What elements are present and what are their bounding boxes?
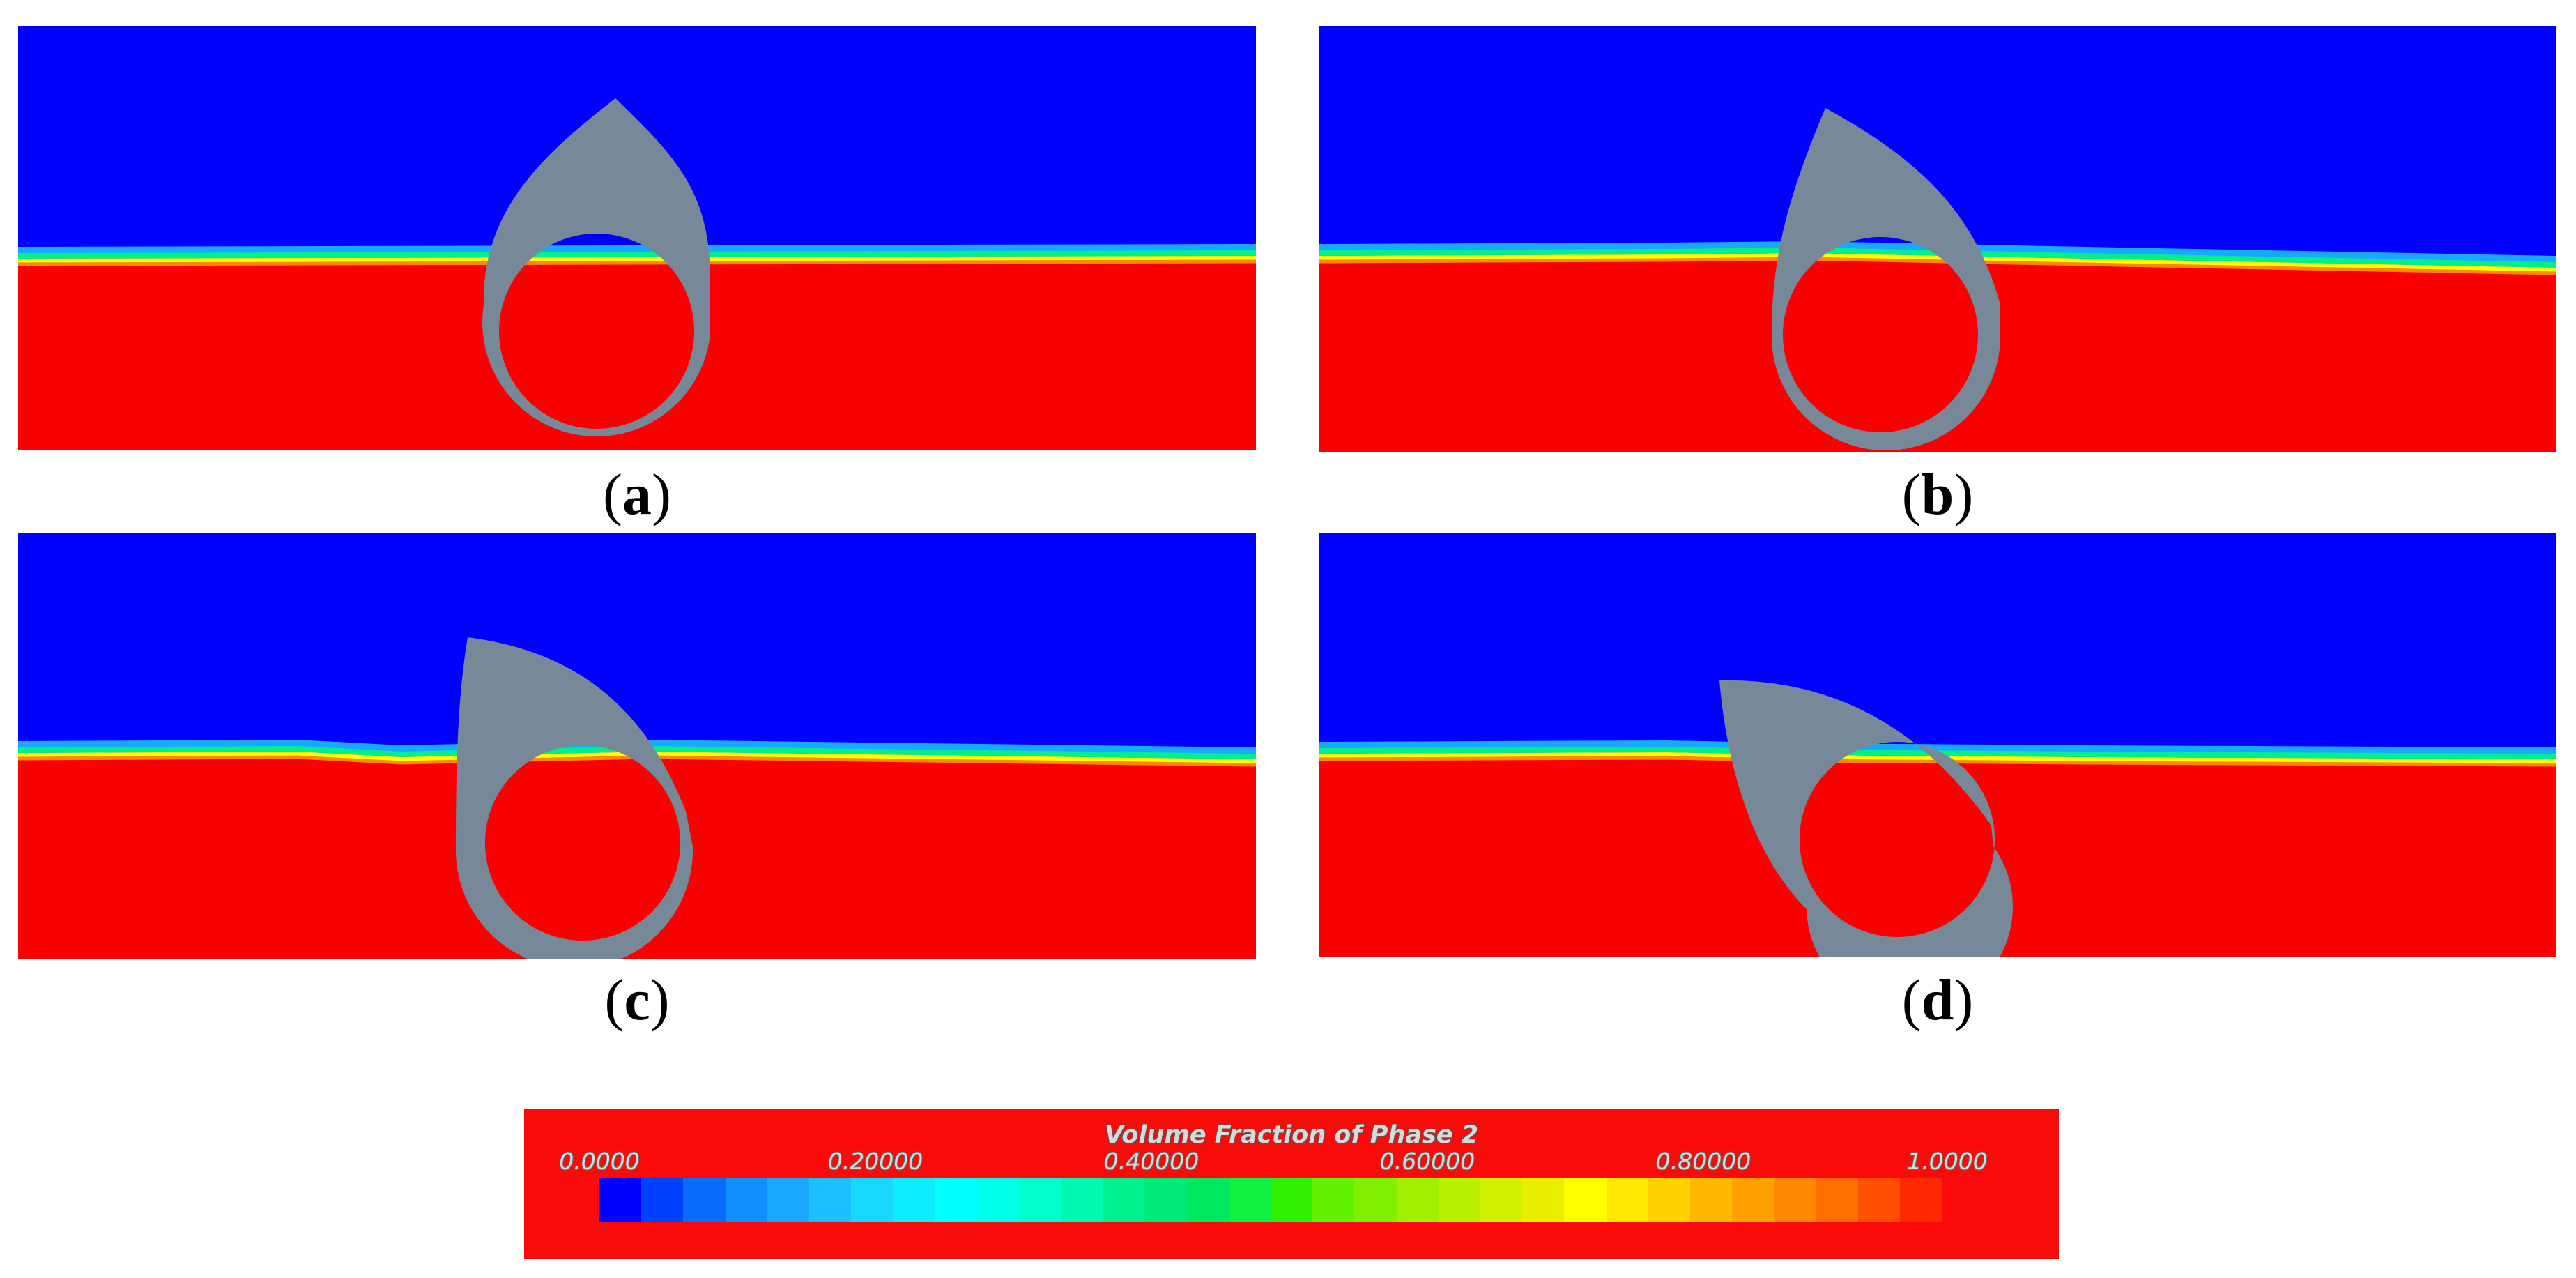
teardrop-body-d [1719, 680, 2013, 957]
caption-b: (b) [1901, 462, 1974, 527]
colorbar-swatch [1732, 1178, 1774, 1222]
legend-tick: 0.60000 [1379, 1148, 1475, 1175]
phase-2-region [1319, 756, 2556, 957]
legend-tick: 1.0000 [1907, 1148, 1988, 1175]
colorbar-swatch [1438, 1178, 1480, 1222]
colorbar-swatch [1857, 1178, 1900, 1222]
colorbar-swatch [1354, 1178, 1397, 1222]
legend-tick: 0.20000 [827, 1148, 923, 1175]
colorbar-swatch [725, 1178, 767, 1222]
legend-title: Volume Fraction of Phase 2 [1104, 1121, 1479, 1149]
colorbar [599, 1178, 1942, 1222]
colorbar-swatch [893, 1178, 935, 1222]
panel-d [1319, 533, 2556, 957]
free-surface-interface [18, 244, 1256, 266]
colorbar-swatch [683, 1178, 726, 1222]
teardrop-body-a [482, 98, 710, 436]
colorbar-swatch [1522, 1178, 1565, 1222]
panel-c [18, 533, 1256, 959]
colorbar-swatch [767, 1178, 809, 1222]
caption-a: (a) [603, 462, 671, 527]
colorbar-swatch [1648, 1178, 1690, 1222]
colorbar-swatch [1144, 1178, 1187, 1222]
colorbar-swatch [1564, 1178, 1607, 1222]
colorbar-swatch [1816, 1178, 1858, 1222]
colorbar-swatch [1103, 1178, 1145, 1222]
caption-d: (d) [1901, 968, 1974, 1033]
contour-plot-b [1319, 26, 2556, 452]
teardrop-body-b [1771, 108, 2000, 451]
legend-tick: 0.40000 [1103, 1148, 1199, 1175]
free-surface-interface [18, 739, 1256, 767]
colorbar-swatch [1689, 1178, 1733, 1222]
panel-b [1319, 26, 2556, 452]
colorbar-swatch [851, 1178, 894, 1222]
colorbar-swatch [599, 1178, 642, 1222]
colorbar-swatch [1228, 1178, 1271, 1222]
contour-plot-d [1319, 533, 2556, 957]
caption-c: (c) [604, 968, 670, 1033]
colorbar-swatch [1061, 1178, 1103, 1222]
legend-tick: 0.80000 [1655, 1148, 1751, 1175]
colorbar-swatch [1312, 1178, 1355, 1222]
colorbar-swatch [1480, 1178, 1523, 1222]
teardrop-body-c [456, 637, 693, 959]
colorbar-swatch [1271, 1178, 1313, 1222]
panel-a [18, 26, 1256, 450]
colorbar-swatch [1018, 1178, 1061, 1222]
phase-2-region [18, 250, 1256, 450]
colorbar-swatch [935, 1178, 977, 1222]
colorbar-swatch [1774, 1178, 1816, 1222]
colorbar-swatch [1899, 1178, 1942, 1222]
color-legend: Volume Fraction of Phase 2 0.0000 0.2000… [524, 1109, 2059, 1259]
colorbar-swatch [976, 1178, 1019, 1222]
colorbar-swatch [1606, 1178, 1648, 1222]
colorbar-swatch [1396, 1178, 1439, 1222]
legend-tick: 0.0000 [559, 1148, 640, 1175]
colorbar-swatch [808, 1178, 852, 1222]
contour-plot-a [18, 26, 1256, 450]
contour-plot-c [18, 533, 1256, 959]
colorbar-swatch [1186, 1178, 1229, 1222]
colorbar-swatch [641, 1178, 684, 1222]
